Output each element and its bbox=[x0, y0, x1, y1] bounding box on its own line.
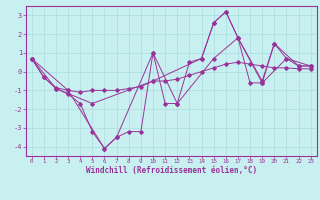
X-axis label: Windchill (Refroidissement éolien,°C): Windchill (Refroidissement éolien,°C) bbox=[86, 166, 257, 175]
